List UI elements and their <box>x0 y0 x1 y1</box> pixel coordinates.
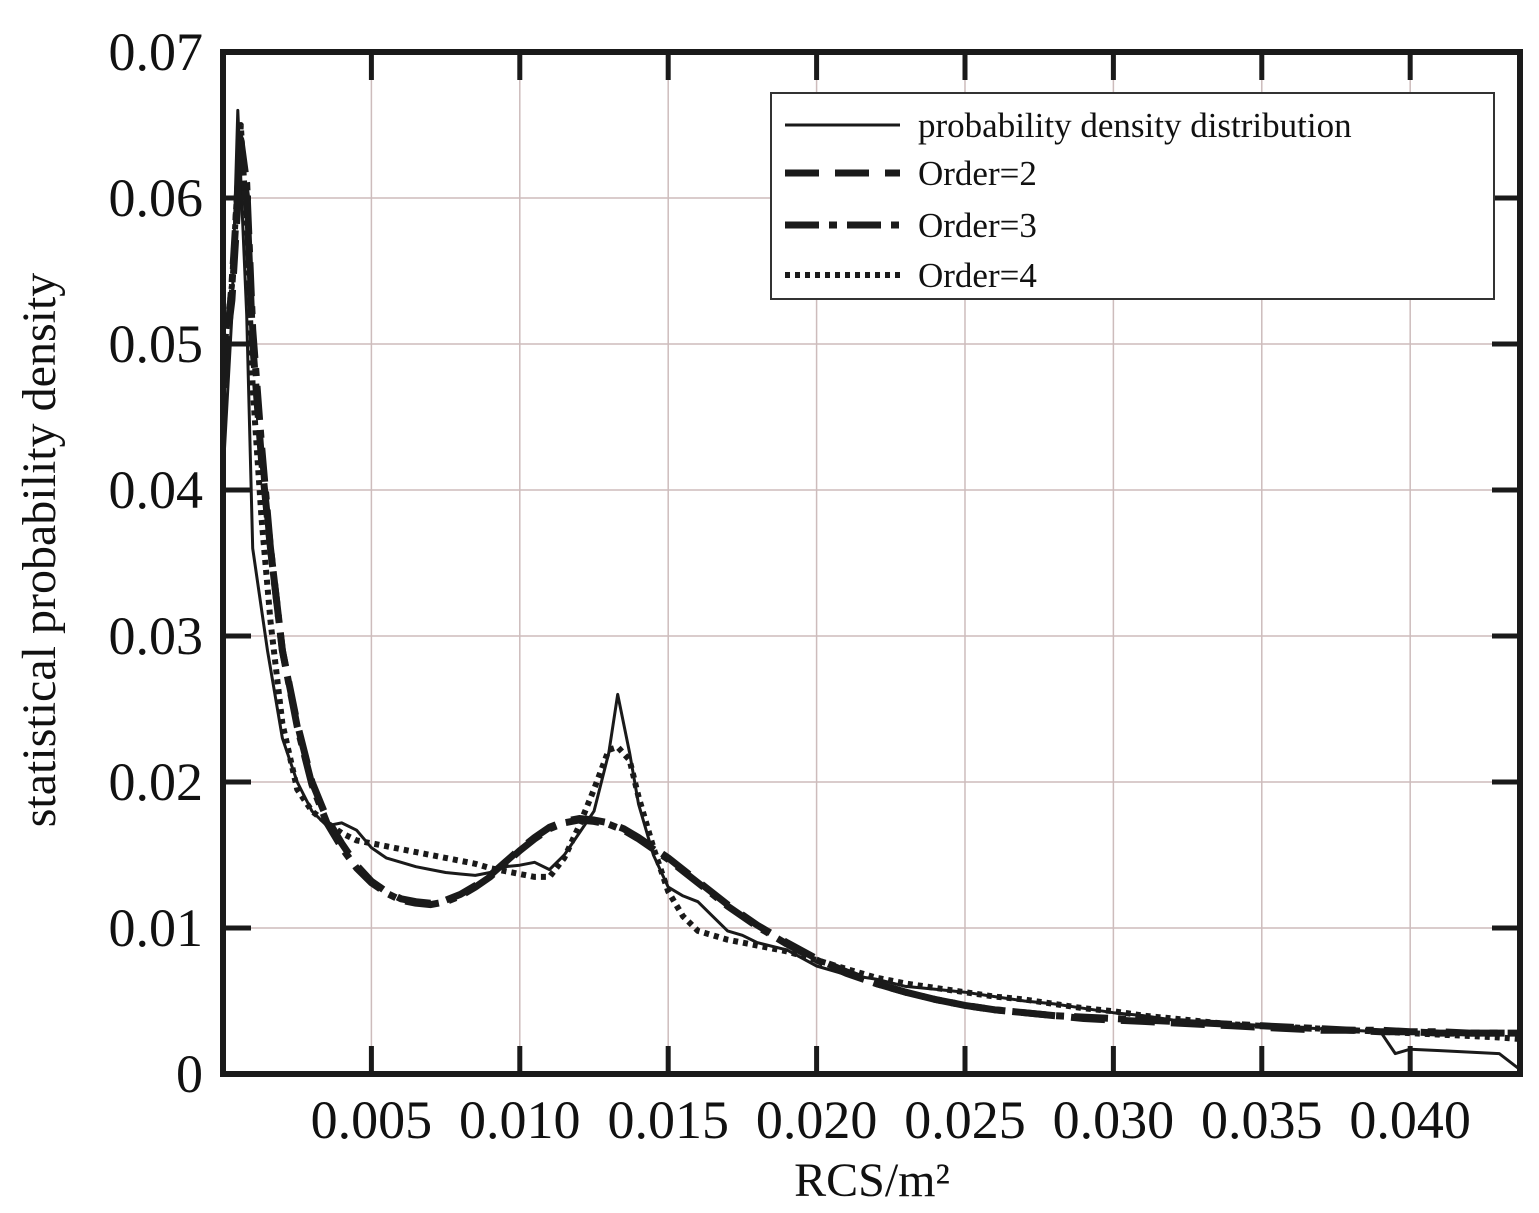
y-tick-label: 0.05 <box>109 314 204 374</box>
x-tick-label: 0.020 <box>756 1090 878 1150</box>
x-tick-label: 0.015 <box>607 1090 729 1150</box>
plot-area-frame <box>220 49 1523 1077</box>
y-tick-label: 0.04 <box>109 460 204 520</box>
x-tick-label: 0.040 <box>1349 1090 1471 1150</box>
x-tick-label: 0.035 <box>1201 1090 1323 1150</box>
legend: probability density distribution Order=2 O… <box>770 92 1495 300</box>
legend-label: Order=4 <box>918 256 1037 295</box>
x-tick-label: 0.030 <box>1053 1090 1175 1150</box>
y-tick-label: 0.07 <box>109 22 204 82</box>
legend-label: Order=2 <box>918 154 1037 193</box>
y-tick-label: 0.06 <box>109 168 204 228</box>
x-tick-label: 0.025 <box>904 1090 1026 1150</box>
legend-label: Order=3 <box>918 206 1037 245</box>
x-axis-tick-labels: 0.005 0.010 0.015 0.020 0.025 0.030 0.035 0.040 <box>311 1090 1471 1150</box>
x-tick-label: 0.010 <box>459 1090 581 1150</box>
x-axis-title: RCS/m² <box>794 1154 950 1207</box>
legend-box <box>770 92 1495 300</box>
y-axis-title: statistical probability density <box>13 273 66 828</box>
y-tick-label: 0.01 <box>109 898 204 958</box>
x-tick-label: 0.005 <box>311 1090 433 1150</box>
series-lines <box>223 108 1520 1071</box>
y-tick-label: 0.02 <box>109 752 204 812</box>
axis-ticks <box>223 52 1520 1074</box>
legend-label: probability density distribution <box>918 106 1352 145</box>
series-line-order-4 <box>223 122 1520 1042</box>
y-axis-tick-labels: 0 0.01 0.02 0.03 0.04 0.05 0.06 0.07 <box>109 22 204 1104</box>
y-tick-label: 0.03 <box>109 606 204 666</box>
y-tick-label: 0 <box>176 1044 203 1104</box>
